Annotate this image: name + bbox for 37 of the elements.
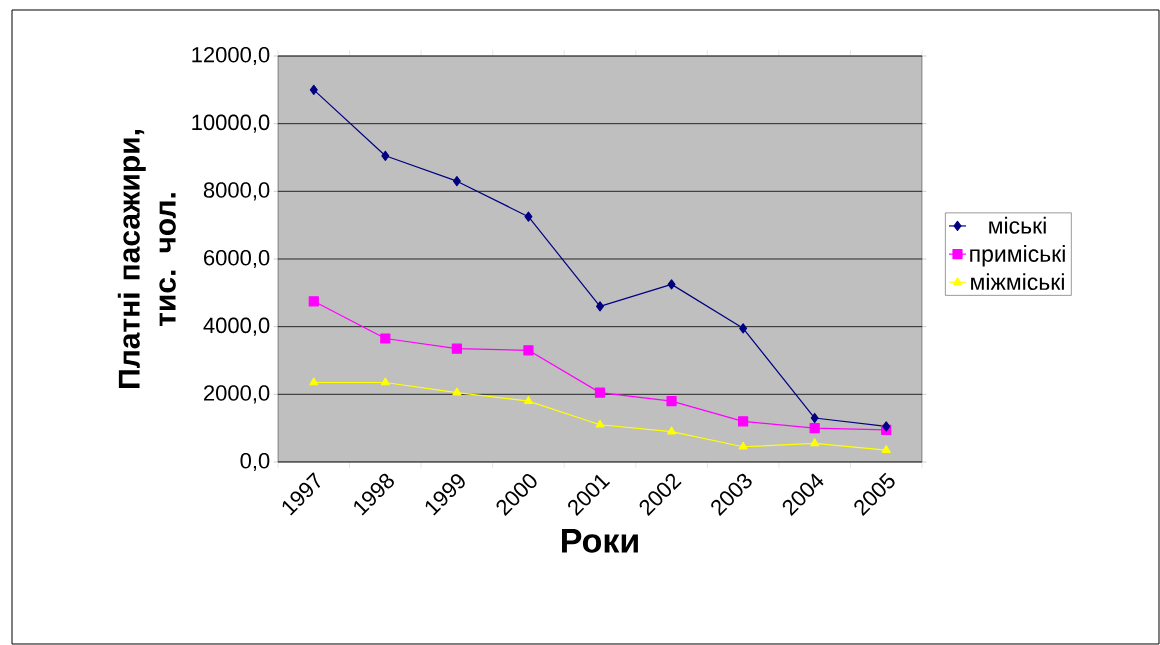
point [667, 279, 676, 290]
legend-label: міські [989, 216, 1046, 234]
legend-label: міжміські [971, 273, 1064, 291]
point [452, 387, 462, 396]
point [810, 412, 819, 424]
point [594, 387, 606, 398]
y-tick-label: 10000,0 [192, 114, 270, 133]
point [308, 296, 319, 307]
y-tick-label: 12000,0 [192, 46, 270, 66]
y-tick-label: 6000,0 [204, 249, 270, 269]
point [309, 84, 318, 95]
point [380, 377, 390, 386]
point [810, 438, 820, 447]
point [452, 176, 461, 187]
y-tick-label: 2000,0 [204, 385, 270, 404]
y-axis-title: Платні пасажири, тис. чол. [117, 130, 176, 388]
point [667, 426, 677, 435]
point [381, 150, 390, 161]
point [738, 441, 748, 450]
point [523, 345, 534, 356]
point [524, 211, 533, 222]
point [451, 343, 462, 354]
point [809, 423, 820, 434]
x-axis-title: Роки [562, 529, 638, 553]
point [309, 377, 319, 386]
point [739, 323, 748, 334]
point [596, 301, 604, 312]
point [666, 395, 677, 407]
y-tick-label: 8000,0 [203, 182, 270, 201]
point [523, 395, 533, 404]
y-tick-label: 4000,0 [203, 317, 270, 336]
point [738, 416, 749, 427]
legend-label: приміські [970, 245, 1065, 267]
point [881, 445, 891, 453]
point [380, 333, 391, 344]
point [595, 419, 605, 428]
y-tick-label: 0,0 [240, 452, 270, 472]
